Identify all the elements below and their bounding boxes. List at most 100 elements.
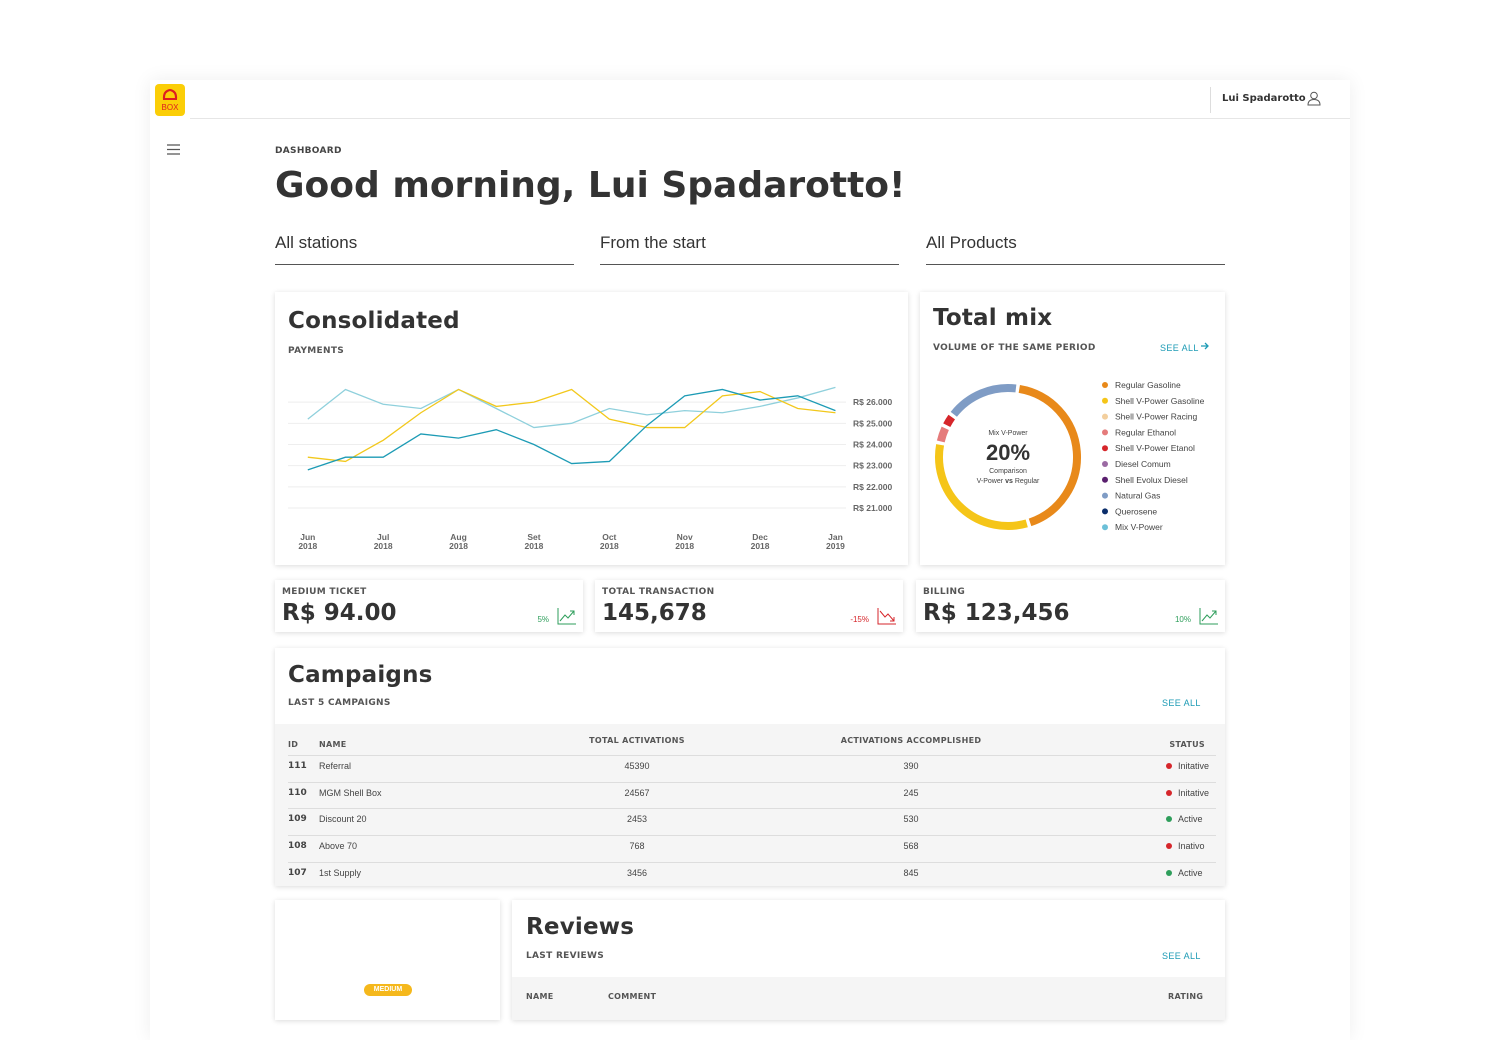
row-divider xyxy=(288,808,1216,810)
stat-label: TOTAL TRANSACTION xyxy=(602,587,715,597)
cell-name: Discount 20 xyxy=(319,814,367,825)
line-series xyxy=(307,386,836,429)
row-divider xyxy=(288,781,1216,783)
cell-total: 3456 xyxy=(626,867,648,878)
cell-status: Active xyxy=(1178,814,1203,825)
legend-label: Regular Gasoline xyxy=(1115,380,1181,390)
cell-name: 1st Supply xyxy=(319,867,362,878)
trend-line xyxy=(879,610,895,622)
column-header: NAME xyxy=(319,740,347,749)
center-note-part: V-Power xyxy=(977,478,1004,485)
center-label: Mix V-Power xyxy=(988,430,1028,437)
card-title: Campaigns xyxy=(288,662,433,688)
user-name[interactable]: Lui Spadarotto xyxy=(1222,93,1306,104)
column-header: TOTAL ACTIVATIONS xyxy=(589,736,685,745)
card-subtitle: LAST REVIEWS xyxy=(526,951,605,961)
stat-value: R$ 94.00 xyxy=(282,600,397,626)
filter-select[interactable]: All stations xyxy=(275,233,574,265)
cell-id: 110 xyxy=(288,787,307,798)
cell-total: 768 xyxy=(629,841,645,852)
legend-dot xyxy=(1102,382,1108,388)
donut-segment xyxy=(950,384,1017,417)
see-all-link[interactable]: SEE ALL xyxy=(1160,343,1199,353)
line-series xyxy=(307,388,836,463)
topbar-separator xyxy=(1210,87,1211,113)
x-tick-label: Nov 2018 xyxy=(675,532,694,551)
line-chart: R$ 26.000 R$ 25.000 R$ 24.000 R$ 23.000 R$ 2… xyxy=(288,386,892,551)
cell-id: 107 xyxy=(288,867,307,878)
status-dot xyxy=(1166,869,1172,876)
badge: MEDIUM xyxy=(364,984,412,996)
column-header: RATING xyxy=(1168,992,1204,1001)
legend-label: Shell Evolux Diesel xyxy=(1115,475,1188,485)
legend-label: Shell V-Power Racing xyxy=(1115,412,1197,422)
status-dot xyxy=(1166,789,1172,796)
legend-dot xyxy=(1102,397,1108,404)
logo[interactable]: BOX xyxy=(155,84,185,116)
reviews-card: Reviews LAST REVIEWS SEE ALL NAME COMMEN… xyxy=(512,900,1225,1020)
x-tick-label: Aug 2018 xyxy=(449,532,468,551)
column-header: ACTIVATIONS ACCOMPLISHED xyxy=(840,736,982,745)
x-tick-label: Dec 2018 xyxy=(751,532,770,551)
y-tick-label: R$ 21.000 xyxy=(853,503,892,513)
column-header: COMMENT xyxy=(608,992,657,1001)
legend-dot xyxy=(1102,492,1108,499)
legend-dot xyxy=(1102,476,1108,483)
legend-dot xyxy=(1102,461,1108,467)
card-subtitle: VOLUME OF THE SAME PERIOD xyxy=(933,343,1096,353)
legend-dot xyxy=(1102,445,1108,452)
x-tick-label: Jul 2018 xyxy=(374,532,393,551)
cell-name: Above 70 xyxy=(319,841,358,852)
cell-accomplished: 568 xyxy=(903,841,919,852)
column-header: ID xyxy=(288,740,299,749)
user-icon[interactable] xyxy=(1307,91,1321,106)
cell-accomplished: 390 xyxy=(903,761,919,771)
cell-name: MGM Shell Box xyxy=(319,787,382,798)
cell-accomplished: 530 xyxy=(903,814,919,825)
stat-value: R$ 123,456 xyxy=(923,600,1070,626)
cell-id: 108 xyxy=(288,841,307,852)
stat-card: TOTAL TRANSACTION 145,678 -15% xyxy=(595,580,903,632)
stat-change: 10% xyxy=(1174,615,1191,624)
rating-card: MEDIUM xyxy=(275,900,500,1020)
stat-change: -15% xyxy=(850,615,869,624)
cell-total: 24567 xyxy=(624,787,650,798)
legend-label: Mix V-Power xyxy=(1115,522,1163,532)
cell-total: 2453 xyxy=(626,814,648,825)
stat-label: MEDIUM TICKET xyxy=(282,587,367,597)
menu-icon[interactable] xyxy=(166,143,181,156)
legend-label: Diesel Comum xyxy=(1115,459,1171,469)
row-divider xyxy=(288,835,1216,837)
trend-line xyxy=(1201,610,1217,622)
card-subtitle: PAYMENTS xyxy=(288,346,345,356)
cell-accomplished: 245 xyxy=(903,787,919,798)
see-all-link[interactable]: SEE ALL xyxy=(1162,698,1201,708)
trend-axis xyxy=(557,608,576,625)
filter-select[interactable]: All Products xyxy=(926,233,1225,265)
campaigns-card: Campaigns LAST 5 CAMPAIGNS SEE ALL ID NAM… xyxy=(275,648,1225,886)
legend-label: Querosene xyxy=(1115,506,1157,516)
cell-id: 111 xyxy=(288,761,307,771)
cell-status: Inativo xyxy=(1178,841,1205,852)
see-all-link[interactable]: SEE ALL xyxy=(1162,951,1201,961)
donut-segment xyxy=(935,444,1028,530)
center-note-part: vs xyxy=(1005,478,1013,485)
donut-segment xyxy=(936,426,949,443)
stat-change: 5% xyxy=(537,615,549,624)
center-value: 20% xyxy=(986,440,1030,465)
status-dot xyxy=(1166,816,1172,823)
legend-dot xyxy=(1102,413,1108,420)
page: BOX Lui Spadarotto DASHBOARD Good mornin… xyxy=(155,84,1350,1001)
column-header: STATUS xyxy=(1169,740,1205,749)
card-subtitle: LAST 5 CAMPAIGNS xyxy=(288,698,391,708)
status-dot xyxy=(1166,843,1172,850)
trend-axis xyxy=(1199,608,1218,625)
x-tick-label: Oct 2018 xyxy=(600,532,619,551)
arrow-icon[interactable] xyxy=(1200,341,1210,351)
donut-segment xyxy=(1018,384,1081,527)
filter-select[interactable]: From the start xyxy=(600,233,899,265)
legend-dot xyxy=(1102,524,1108,531)
row-divider xyxy=(288,755,1216,756)
cell-name: Referral xyxy=(319,761,352,771)
legend-label: Shell V-Power Etanol xyxy=(1115,443,1195,453)
